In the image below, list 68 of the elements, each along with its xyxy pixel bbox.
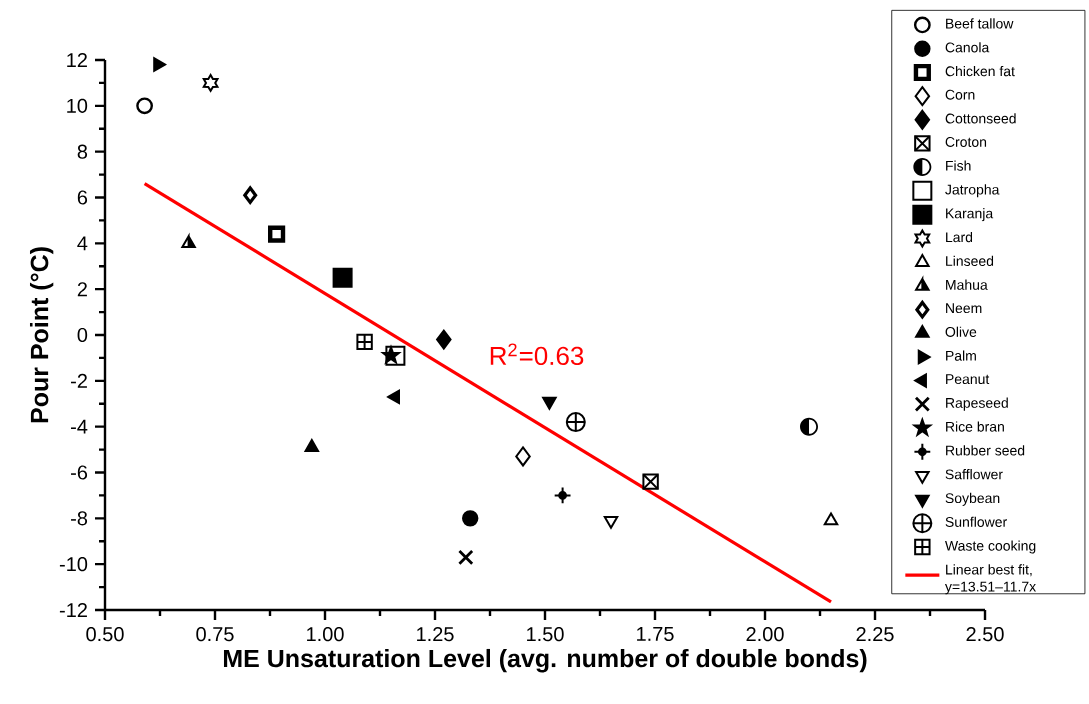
- legend-label: Safflower: [945, 469, 1003, 480]
- legend-label: Peanut: [946, 374, 990, 385]
- legend-label: Sunflower: [945, 516, 1007, 527]
- y-tick-label: -4: [71, 419, 88, 434]
- legend-label: Rice bran: [946, 421, 1004, 432]
- legend-label: Karanja: [946, 208, 994, 222]
- legend-label: Rubber seed: [946, 445, 1025, 456]
- legend-label: Cottonseed: [945, 113, 1016, 124]
- point: [603, 516, 619, 529]
- x-tick-label: 1.50: [527, 627, 564, 642]
- legend-label: Canola: [945, 42, 990, 53]
- point: [542, 396, 557, 410]
- y-tick-label: -8: [71, 511, 88, 526]
- y-tick-label: 12: [67, 53, 87, 67]
- point: [382, 346, 400, 364]
- legend-label: Rapeseed: [946, 397, 1008, 411]
- legend-label: Chicken fat: [945, 65, 1015, 77]
- point: [800, 417, 819, 436]
- point: [385, 345, 406, 366]
- y-tick-label: -2: [71, 373, 87, 388]
- x-tick-label: 1.25: [417, 627, 454, 642]
- point: [387, 389, 400, 405]
- y-tick-label: -6: [71, 465, 88, 480]
- y-axis-title: Pour Point (°C): [29, 247, 54, 423]
- legend-label: Beef tallow: [946, 18, 1014, 29]
- y-tick-label: 0: [77, 327, 88, 343]
- legend-label: Palm: [946, 350, 976, 361]
- x-tick-label: 1.00: [307, 627, 344, 642]
- legend-label: Soybean: [945, 492, 1000, 506]
- point: [304, 439, 320, 452]
- y-tick-label: 6: [77, 190, 88, 205]
- point: [268, 225, 286, 243]
- point: [515, 446, 531, 467]
- legend-label: Olive: [945, 326, 977, 337]
- legend-label: Croton: [945, 137, 987, 147]
- legend-label: Jatropha: [945, 184, 1000, 198]
- annotation: R$^{2}$=0.63: [490, 343, 584, 366]
- y-tick-label: -12: [59, 603, 87, 617]
- x-tick-label: 2.25: [856, 627, 894, 642]
- y-tick-label: -10: [59, 557, 88, 572]
- x-tick-label: 0.75: [196, 627, 234, 642]
- legend-label: Fish: [946, 160, 971, 171]
- legend-label: Waste cooking: [945, 540, 1036, 554]
- point: [462, 510, 479, 527]
- point: [153, 57, 166, 72]
- legend-label: Linseed: [946, 255, 994, 266]
- x-tick-label: 0.50: [86, 627, 124, 642]
- legend-label: Neem: [946, 303, 982, 314]
- point: [136, 97, 153, 115]
- point: [243, 186, 258, 205]
- point: [202, 74, 219, 92]
- legend-label: Mahua: [946, 279, 988, 290]
- legend-label: Lard: [946, 231, 973, 243]
- x-tick-label: 2.50: [966, 627, 1004, 642]
- point: [332, 267, 353, 288]
- x-tick-label: 2.00: [746, 627, 784, 642]
- legend-label: Corn: [945, 89, 975, 100]
- y-tick-label: 4: [77, 236, 88, 251]
- legend-label: Linear best fit, y=13.51–11.7x: [944, 564, 1036, 595]
- x-tick-label: 1.75: [637, 627, 674, 642]
- y-tick-label: 2: [77, 282, 87, 297]
- y-tick-label: 8: [77, 144, 88, 159]
- x-axis-title: ME Unsaturation Level (avg. number of double bonds): [223, 648, 867, 673]
- point: [458, 549, 474, 566]
- point: [553, 486, 572, 505]
- point: [823, 512, 839, 526]
- point: [436, 329, 452, 350]
- y-tick-label: 10: [67, 98, 88, 113]
